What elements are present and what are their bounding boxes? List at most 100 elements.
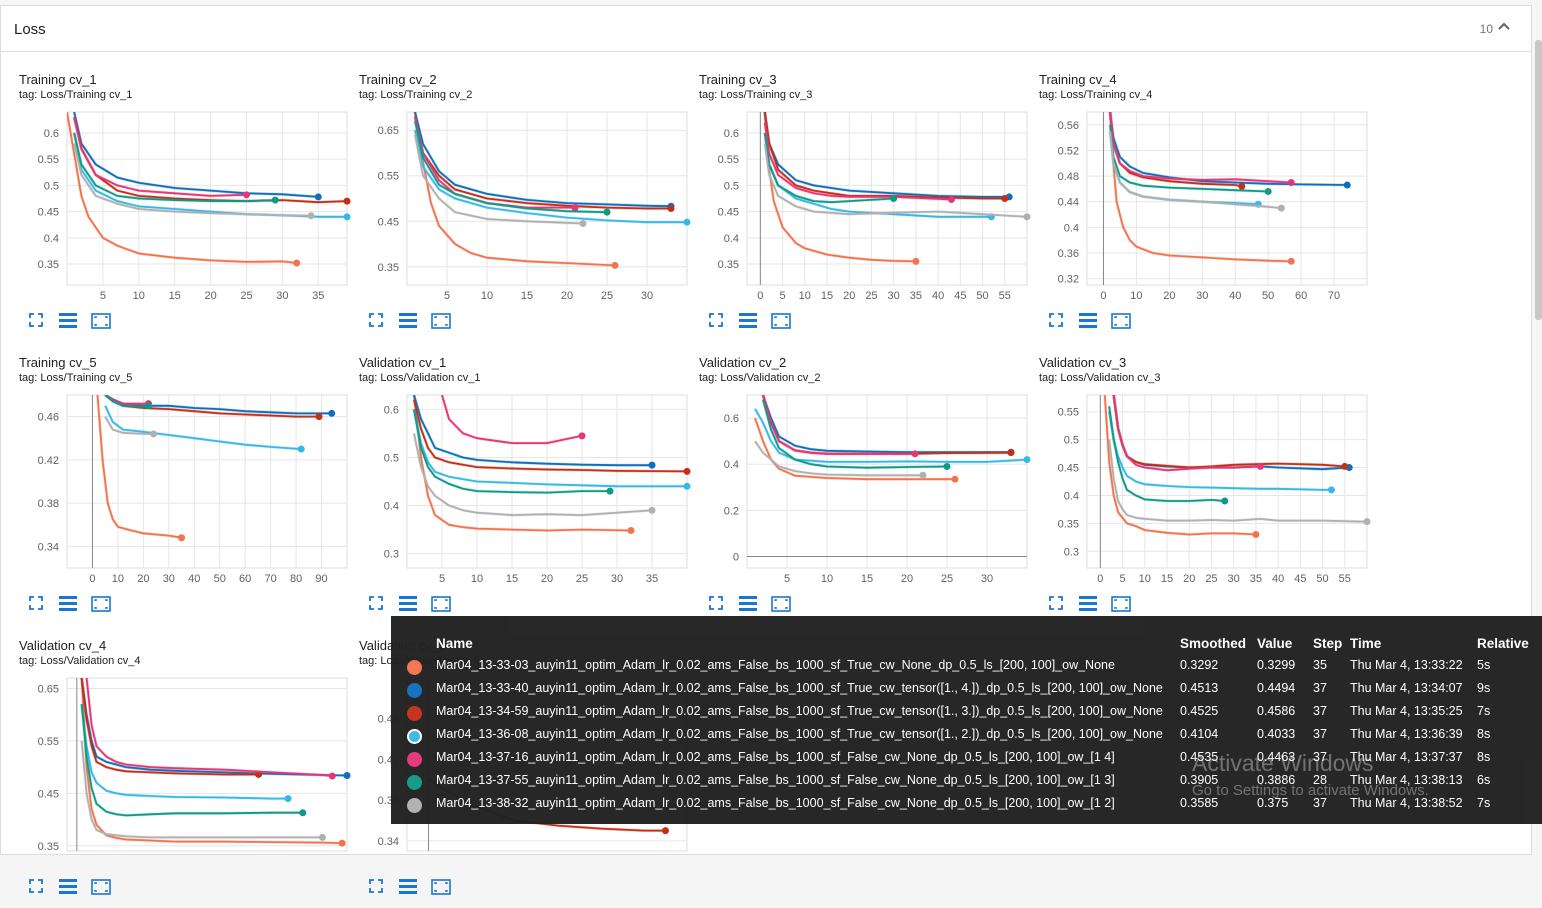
series-raw-line xyxy=(1112,395,1345,470)
plot-frame xyxy=(66,677,348,852)
x-tick-label: 30 xyxy=(981,573,993,585)
chart-toolbar xyxy=(29,313,129,333)
plot-frame xyxy=(66,394,348,569)
fullscreen-icon[interactable] xyxy=(369,879,383,893)
x-tick-label: 35 xyxy=(1250,573,1262,585)
step-value: 37 xyxy=(1313,750,1327,764)
x-tick-label: 0 xyxy=(757,290,763,302)
fullscreen-icon[interactable] xyxy=(369,596,383,610)
section-title: Loss xyxy=(14,21,46,38)
fit-domain-icon[interactable] xyxy=(1111,313,1131,329)
y-tick-label: 0.65 xyxy=(378,125,399,137)
x-tick-label: 45 xyxy=(954,290,966,302)
fullscreen-icon[interactable] xyxy=(1049,596,1063,610)
fit-domain-icon[interactable] xyxy=(431,313,451,329)
fullscreen-icon[interactable] xyxy=(1049,313,1063,327)
data-table-icon[interactable] xyxy=(399,313,417,328)
fullscreen-icon[interactable] xyxy=(29,596,43,610)
data-table-icon[interactable] xyxy=(399,596,417,611)
line-chart[interactable]: 0.55 0.5 0.45 0.4 0.35 0.3 0 5 10 15 20 25 30 35 40 45 5… xyxy=(1036,387,1371,588)
line-chart[interactable]: 0.56 0.52 0.48 0.44 0.4 0.36 0.32 0 10 20 30 40 50 60… xyxy=(1036,104,1368,305)
x-tick-label: 10 xyxy=(1139,573,1151,585)
series-line xyxy=(1109,112,1348,186)
loss-section-header[interactable]: Loss 10 xyxy=(1,6,1531,52)
chart-card: Training cv_5 tag: Loss/Training cv_5 0.46… xyxy=(19,355,359,625)
series-raw-line xyxy=(761,395,1012,456)
fullscreen-icon[interactable] xyxy=(29,313,43,327)
x-tick-label: 0 xyxy=(1100,290,1106,302)
series-line xyxy=(413,399,687,473)
chart-toolbar xyxy=(369,879,469,899)
x-tick-label: 15 xyxy=(506,573,518,585)
y-tick-label: 0.35 xyxy=(38,259,59,271)
watermark-line1: Activate Windows xyxy=(1192,750,1374,776)
fullscreen-icon[interactable] xyxy=(709,596,723,610)
chart-card: Training cv_1 tag: Loss/Training cv_1 0.6 0… xyxy=(19,72,359,342)
series-end-point xyxy=(606,487,614,495)
fit-domain-icon[interactable] xyxy=(431,879,451,895)
series-line xyxy=(1112,395,1350,471)
y-tick-label: 0.45 xyxy=(378,216,399,228)
line-chart[interactable]: 0.6 0.5 0.4 0.3 5 10 15 20 25 30 35 xyxy=(356,387,691,588)
fit-domain-icon[interactable] xyxy=(771,313,791,329)
data-table-icon[interactable] xyxy=(1079,313,1097,328)
line-chart[interactable]: 0.6 0.55 0.5 0.45 0.4 0.35 5 10 15 20 25 30 35 xyxy=(16,104,351,305)
line-chart[interactable]: 0.46 0.42 0.38 0.34 0 10 20 30 40 50 60 70 80 90 xyxy=(16,387,348,588)
scrollbar[interactable] xyxy=(1535,40,1542,320)
fit-domain-icon[interactable] xyxy=(91,313,111,329)
fullscreen-icon[interactable] xyxy=(369,313,383,327)
x-tick-label: 90 xyxy=(315,573,327,585)
line-chart[interactable]: 0.65 0.55 0.45 0.35 5 10 15 20 25 30 xyxy=(356,104,691,305)
data-table-icon[interactable] xyxy=(59,313,77,328)
data-table-icon[interactable] xyxy=(399,879,417,894)
line-chart[interactable]: 0.6 0.4 0.2 0 5 10 15 20 25 30 xyxy=(696,387,1031,588)
series-end-point xyxy=(343,197,351,205)
y-tick-label: 0.45 xyxy=(718,207,739,219)
y-tick-label: 0.46 xyxy=(38,412,59,424)
line-chart[interactable]: 0.6 0.55 0.5 0.45 0.4 0.35 0 5 10 15 20 25 30 35 40 45 5… xyxy=(696,104,1031,305)
y-tick-label: 0.35 xyxy=(1058,518,1079,530)
data-table-icon[interactable] xyxy=(739,596,757,611)
series-end-point xyxy=(1221,497,1229,505)
chart-title: Training cv_1 xyxy=(19,72,97,87)
chart-tag: tag: Loss/Validation cv_1 xyxy=(359,372,481,384)
chevron-up-icon[interactable] xyxy=(1497,19,1511,33)
smoothed-value: 0.4535 xyxy=(1180,750,1219,764)
fit-domain-icon[interactable] xyxy=(771,596,791,612)
series-line xyxy=(80,704,303,817)
x-tick-label: 60 xyxy=(239,573,251,585)
series-line xyxy=(763,112,916,263)
fullscreen-icon[interactable] xyxy=(709,313,723,327)
series-end-point xyxy=(1252,531,1260,539)
y-tick-label: 0.5 xyxy=(44,180,59,192)
series-line xyxy=(754,440,923,477)
run-name: Mar04_13-34-59_auyin11_optim_Adam_lr_0.0… xyxy=(436,704,1163,718)
fullscreen-icon[interactable] xyxy=(29,879,43,893)
smoothed-value: 0.3292 xyxy=(1180,658,1219,672)
series-raw-line xyxy=(412,433,653,517)
fit-domain-icon[interactable] xyxy=(1111,596,1131,612)
line-chart[interactable]: 0.65 0.55 0.45 0.35 xyxy=(16,670,351,871)
plot-frame xyxy=(746,394,1028,569)
data-table-icon[interactable] xyxy=(739,313,757,328)
series-end-point xyxy=(667,205,675,213)
header-value: Value xyxy=(1257,636,1293,651)
x-tick-label: 30 xyxy=(641,290,653,302)
series-end-point xyxy=(297,445,305,453)
series-end-point xyxy=(951,475,959,483)
fit-domain-icon[interactable] xyxy=(91,879,111,895)
run-name: Mar04_13-38-32_auyin11_optim_Adam_lr_0.0… xyxy=(436,796,1115,810)
data-table-icon[interactable] xyxy=(59,879,77,894)
fit-domain-icon[interactable] xyxy=(431,596,451,612)
y-tick-label: 0.56 xyxy=(1058,120,1079,132)
data-table-icon[interactable] xyxy=(59,596,77,611)
series-end-point xyxy=(343,772,351,780)
data-tooltip: Name Smoothed Value Step Time Relative M… xyxy=(391,616,1542,824)
data-table-icon[interactable] xyxy=(1079,596,1097,611)
y-tick-label: 0.55 xyxy=(38,736,59,748)
series-end-point xyxy=(579,220,587,228)
chart-tag: tag: Loss/Validation cv_3 xyxy=(1039,372,1161,384)
series-end-point xyxy=(1007,449,1015,457)
series-end-point xyxy=(315,413,323,421)
fit-domain-icon[interactable] xyxy=(91,596,111,612)
